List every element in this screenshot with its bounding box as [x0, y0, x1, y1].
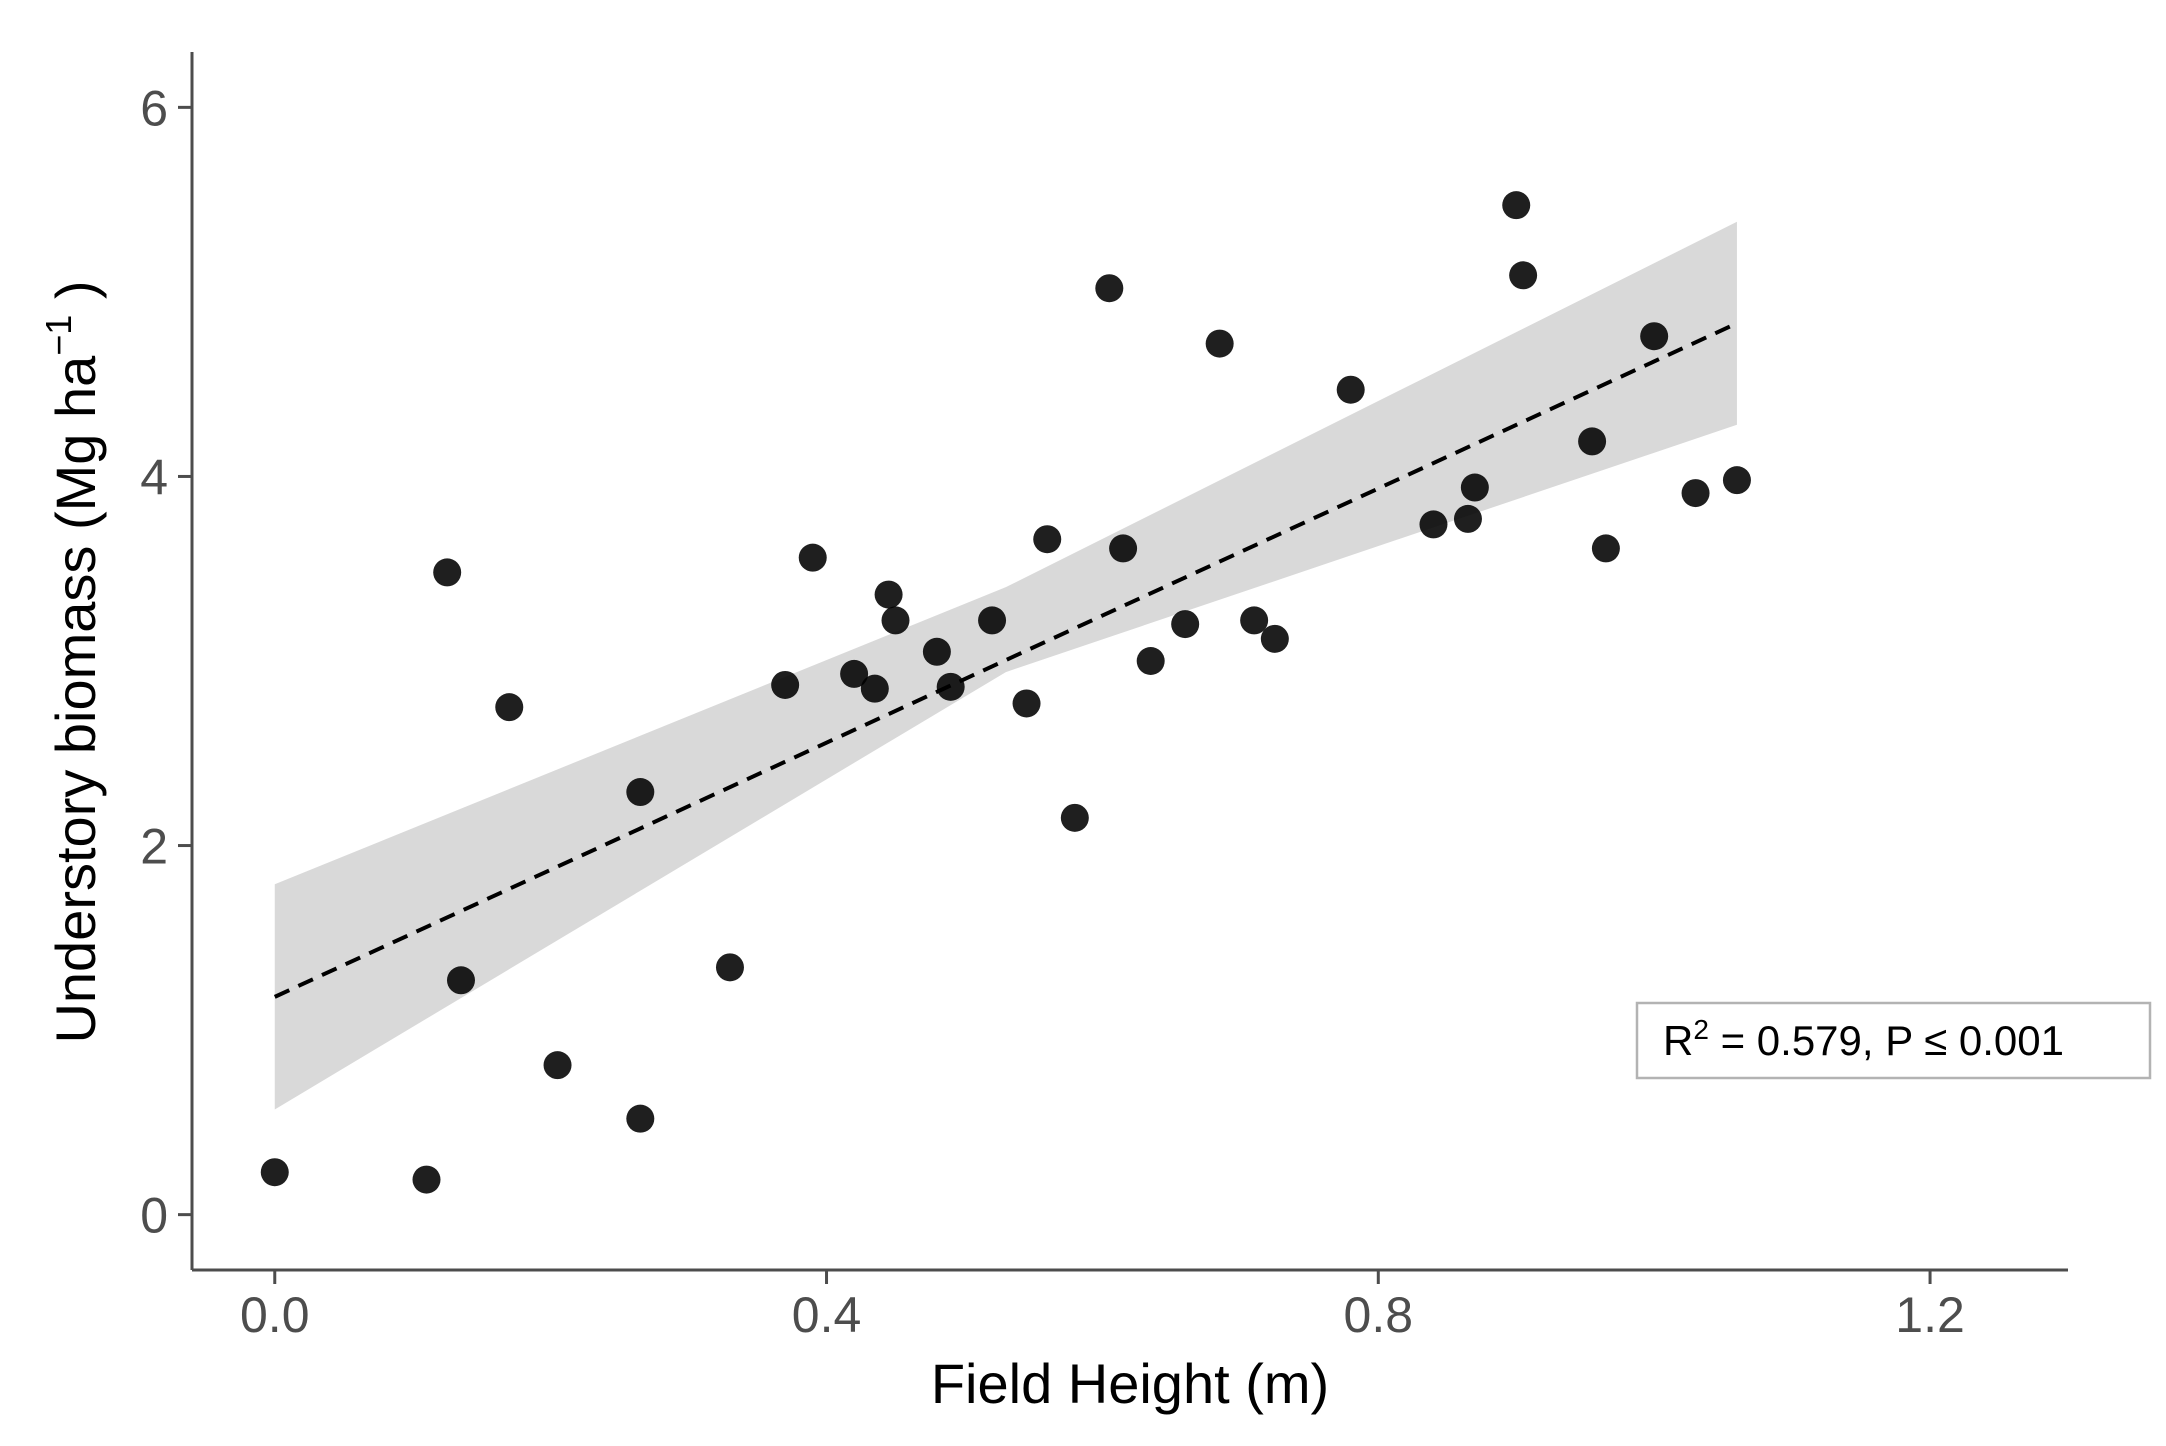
y-tick-label: 6 — [140, 80, 168, 136]
data-point — [543, 1051, 572, 1080]
data-point — [1419, 510, 1448, 539]
y-axis-title-text: Understory biomass (Mg ha — [44, 355, 107, 1044]
data-point — [1205, 329, 1234, 358]
data-point — [1578, 427, 1607, 456]
data-point — [1260, 624, 1289, 653]
x-tick-label: 0.8 — [1344, 1287, 1414, 1343]
data-point — [1033, 525, 1062, 554]
y-tick-label: 0 — [140, 1188, 168, 1244]
data-point — [1722, 466, 1751, 495]
data-point — [1060, 803, 1089, 832]
data-point — [412, 1165, 441, 1194]
data-point — [626, 778, 655, 807]
data-point — [1681, 479, 1710, 508]
data-point — [860, 674, 889, 703]
data-point — [495, 693, 524, 722]
x-tick-label: 0.0 — [240, 1287, 310, 1343]
data-point — [715, 953, 744, 982]
data-point — [1171, 610, 1200, 639]
data-point — [446, 966, 475, 995]
axis-ticks: 0.0 0.4 0.8 1.2 0 2 4 6 — [140, 80, 1965, 1343]
data-point — [874, 580, 903, 609]
data-point — [1640, 322, 1669, 351]
data-point — [1591, 534, 1620, 563]
x-tick-label: 0.4 — [792, 1287, 862, 1343]
data-point — [1502, 191, 1531, 220]
x-tick-label: 1.2 — [1895, 1287, 1965, 1343]
data-point — [1136, 647, 1165, 675]
confidence-band — [274, 221, 1737, 1110]
data-point — [922, 637, 951, 666]
data-point — [840, 659, 869, 688]
data-point — [1095, 274, 1124, 303]
data-point — [1453, 504, 1482, 533]
data-point — [978, 606, 1007, 635]
data-point — [881, 606, 910, 635]
data-point — [936, 672, 965, 701]
y-tick-label: 2 — [140, 819, 168, 875]
stats-annotation-text: R2 = 0.579, P ≤ 0.001 — [1663, 1014, 2064, 1064]
x-axis-title: Field Height (m) — [931, 1352, 1329, 1415]
axes — [190, 52, 2068, 1272]
data-point — [1012, 689, 1041, 718]
confidence-band-layer — [274, 221, 1737, 1110]
y-axis-title-suffix: ) — [44, 280, 107, 314]
y-tick-label: 4 — [140, 449, 168, 505]
data-point — [626, 1104, 655, 1133]
stats-annotation-superscript: 2 — [1693, 1014, 1709, 1045]
data-point — [260, 1158, 289, 1187]
y-axis-title-superscript: −1 — [38, 315, 79, 356]
data-point — [771, 670, 800, 699]
data-point — [1109, 534, 1138, 563]
stats-annotation: R2 = 0.579, P ≤ 0.001 — [1635, 1001, 2152, 1080]
data-point — [798, 543, 827, 572]
stats-annotation-prefix: R — [1663, 1017, 1693, 1064]
data-point — [1509, 261, 1538, 290]
y-axis-title: Understory biomass (Mg ha−1 ) — [38, 280, 107, 1043]
data-point — [1240, 606, 1269, 635]
data-points-layer — [260, 191, 1751, 1194]
fit-line-layer — [273, 321, 1738, 999]
stats-annotation-box — [1635, 1001, 2152, 1080]
data-point — [1460, 473, 1489, 502]
stats-annotation-suffix: = 0.579, P ≤ 0.001 — [1709, 1017, 2064, 1064]
data-point — [433, 558, 462, 587]
data-point — [1336, 375, 1365, 404]
regression-line — [273, 321, 1738, 999]
